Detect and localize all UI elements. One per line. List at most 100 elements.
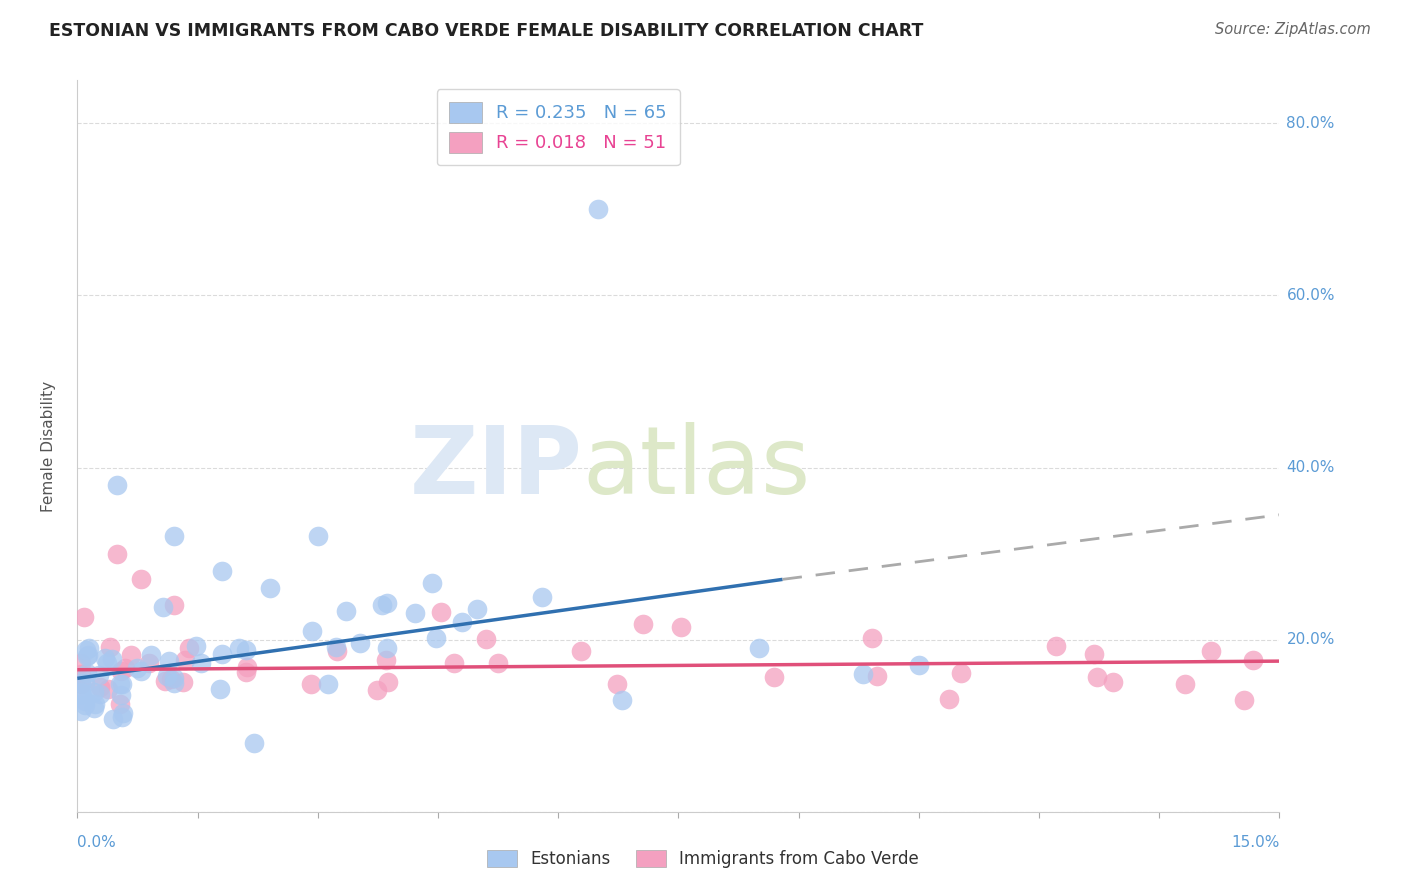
Point [377,640,399,655]
Point [762,670,785,684]
Point [129,664,152,678]
Point [209,681,232,696]
Point [107,547,129,561]
Point [70,676,93,690]
Point [228,640,250,655]
Point [404,606,426,620]
Point [316,677,339,691]
Text: 0.0%: 0.0% [77,836,117,850]
Point [1241,653,1264,667]
Point [162,529,184,543]
Point [1101,675,1123,690]
Point [1045,639,1067,653]
Point [377,674,399,689]
Point [162,675,184,690]
Point [259,581,281,595]
Y-axis label: Female Disability: Female Disability [42,380,56,512]
Text: ESTONIAN VS IMMIGRANTS FROM CABO VERDE FEMALE DISABILITY CORRELATION CHART: ESTONIAN VS IMMIGRANTS FROM CABO VERDE F… [49,22,924,40]
Point [172,674,194,689]
Point [138,657,160,671]
Point [125,661,148,675]
Point [110,664,132,678]
Point [101,652,124,666]
Point [612,693,634,707]
Point [1199,644,1222,658]
Point [235,643,257,657]
Point [163,672,186,686]
Text: 40.0%: 40.0% [1286,460,1334,475]
Point [101,712,124,726]
Point [949,665,972,680]
Point [160,672,183,686]
Point [211,564,233,578]
Point [96,657,118,671]
Point [107,477,129,491]
Point [174,653,197,667]
Point [76,648,98,663]
Point [425,631,447,645]
Point [588,202,610,217]
Point [1174,677,1197,691]
Text: atlas: atlas [582,422,810,514]
Point [299,676,322,690]
Point [111,710,134,724]
Point [475,632,498,647]
Point [569,644,592,658]
Point [70,688,93,702]
Point [420,576,443,591]
Point [451,615,474,630]
Point [75,675,97,690]
Point [156,669,179,683]
Point [301,624,323,638]
Point [366,683,388,698]
Point [162,598,184,612]
Point [1083,647,1105,661]
Point [179,641,201,656]
Point [70,704,93,718]
Point [141,648,163,663]
Point [349,636,371,650]
Point [72,609,94,624]
Point [83,698,105,712]
Point [606,676,628,690]
Point [325,640,347,654]
Point [186,639,208,653]
Point [211,647,233,661]
Point [70,657,93,671]
Point [443,656,465,670]
Point [110,688,132,702]
Text: Source: ZipAtlas.com: Source: ZipAtlas.com [1215,22,1371,37]
Point [89,681,111,695]
Point [335,604,357,618]
Point [488,656,510,670]
Point [908,658,931,673]
Point [131,573,153,587]
Point [93,651,115,665]
Point [77,640,100,655]
Point [375,596,398,610]
Point [242,736,264,750]
Point [83,685,105,699]
Text: 20.0%: 20.0% [1286,632,1334,647]
Legend: R = 0.235   N = 65, R = 0.018   N = 51: R = 0.235 N = 65, R = 0.018 N = 51 [437,89,679,165]
Point [938,691,960,706]
Text: 80.0%: 80.0% [1286,116,1334,131]
Point [111,706,134,720]
Point [235,665,257,679]
Point [190,656,212,670]
Point [73,694,96,708]
Point [76,665,98,680]
Point [155,673,177,688]
Point [114,661,136,675]
Text: ZIP: ZIP [409,422,582,514]
Point [375,653,398,667]
Point [307,529,329,543]
Point [110,677,132,691]
Point [75,698,97,712]
Text: 60.0%: 60.0% [1286,288,1334,303]
Point [631,617,654,632]
Point [467,602,489,616]
Legend: Estonians, Immigrants from Cabo Verde: Estonians, Immigrants from Cabo Verde [481,843,925,875]
Point [70,667,93,681]
Point [326,644,349,658]
